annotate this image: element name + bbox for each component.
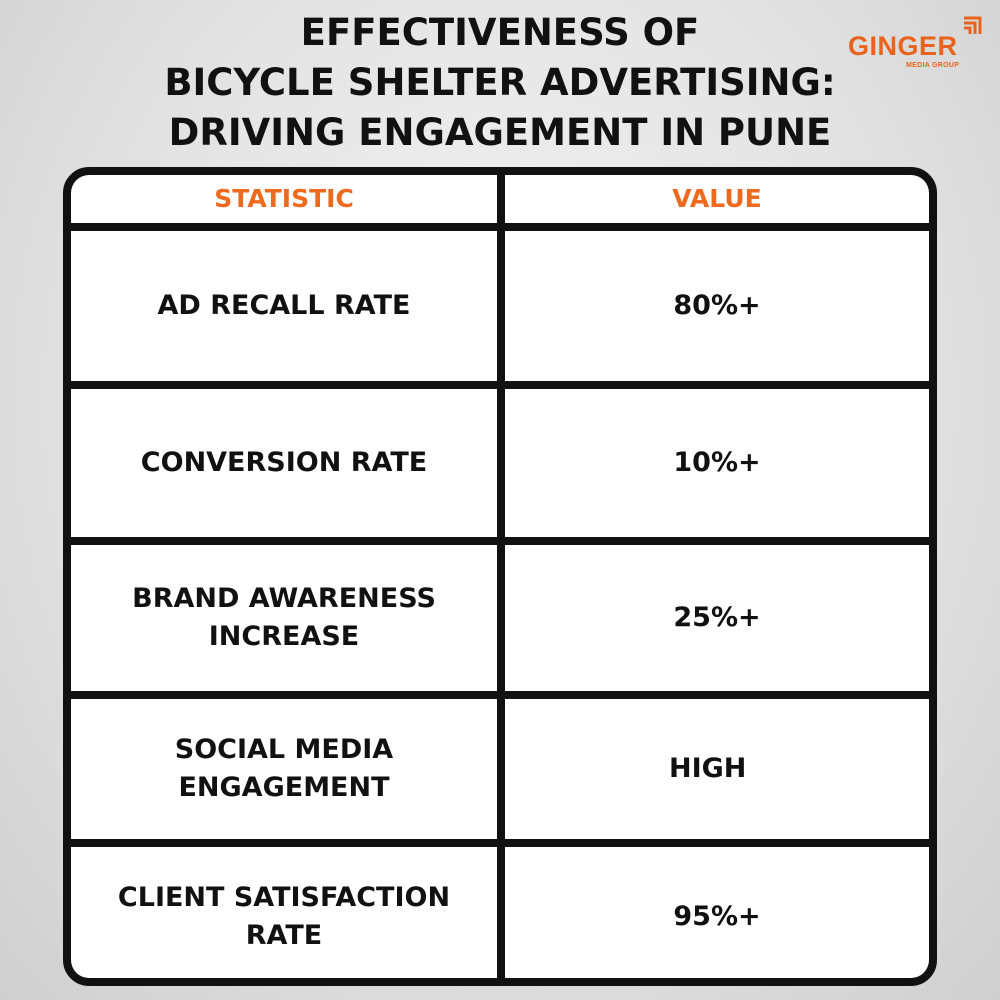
row-5-statistic-line-2: RATE	[245, 920, 323, 951]
header-value: VALUE	[505, 175, 929, 223]
row-4-statistic-line-2: ENGAGEMENT	[178, 772, 390, 803]
logo-corner-icon	[964, 16, 982, 34]
row-2-statistic: CONVERSION RATE	[71, 389, 497, 537]
row-1-statistic: AD RECALL RATE	[71, 231, 497, 381]
row-4-statistic: SOCIAL MEDIA ENGAGEMENT	[71, 699, 497, 839]
header-statistic: STATISTIC	[71, 175, 497, 223]
ginger-media-group-logo: GINGER MEDIA GROUP	[848, 16, 988, 76]
row-3-statistic-line-2: INCREASE	[208, 621, 360, 652]
logo-subtitle: MEDIA GROUP	[906, 62, 960, 69]
row-5-statistic: CLIENT SATISFACTION RATE	[71, 847, 497, 978]
row-4-statistic-line-1: SOCIAL MEDIA	[174, 734, 394, 765]
row-3-statistic-line-1: BRAND AWARENESS	[132, 583, 436, 614]
row-5-value: 95%+	[505, 847, 929, 978]
row-1-value: 80%+	[505, 231, 929, 381]
row-2-value: 10%+	[505, 389, 929, 537]
title-line-3: DRIVING ENGAGEMENT IN PUNE	[168, 111, 832, 154]
row-3-value: 25%+	[505, 545, 929, 691]
row-4-value: HIGH	[505, 699, 929, 839]
row-5-statistic-line-1: CLIENT SATISFACTION	[117, 882, 451, 913]
row-3-statistic: BRAND AWARENESS INCREASE	[71, 545, 497, 691]
logo-wordmark: GINGER	[848, 31, 958, 61]
statistics-table: STATISTIC VALUE AD RECALL RATE 80%+ CONV…	[63, 167, 937, 986]
title-line-2: BICYCLE SHELTER ADVERTISING:	[164, 61, 836, 104]
page-title: EFFECTIVENESS OF BICYCLE SHELTER ADVERTI…	[0, 8, 1000, 158]
title-line-1: EFFECTIVENESS OF	[300, 11, 700, 54]
